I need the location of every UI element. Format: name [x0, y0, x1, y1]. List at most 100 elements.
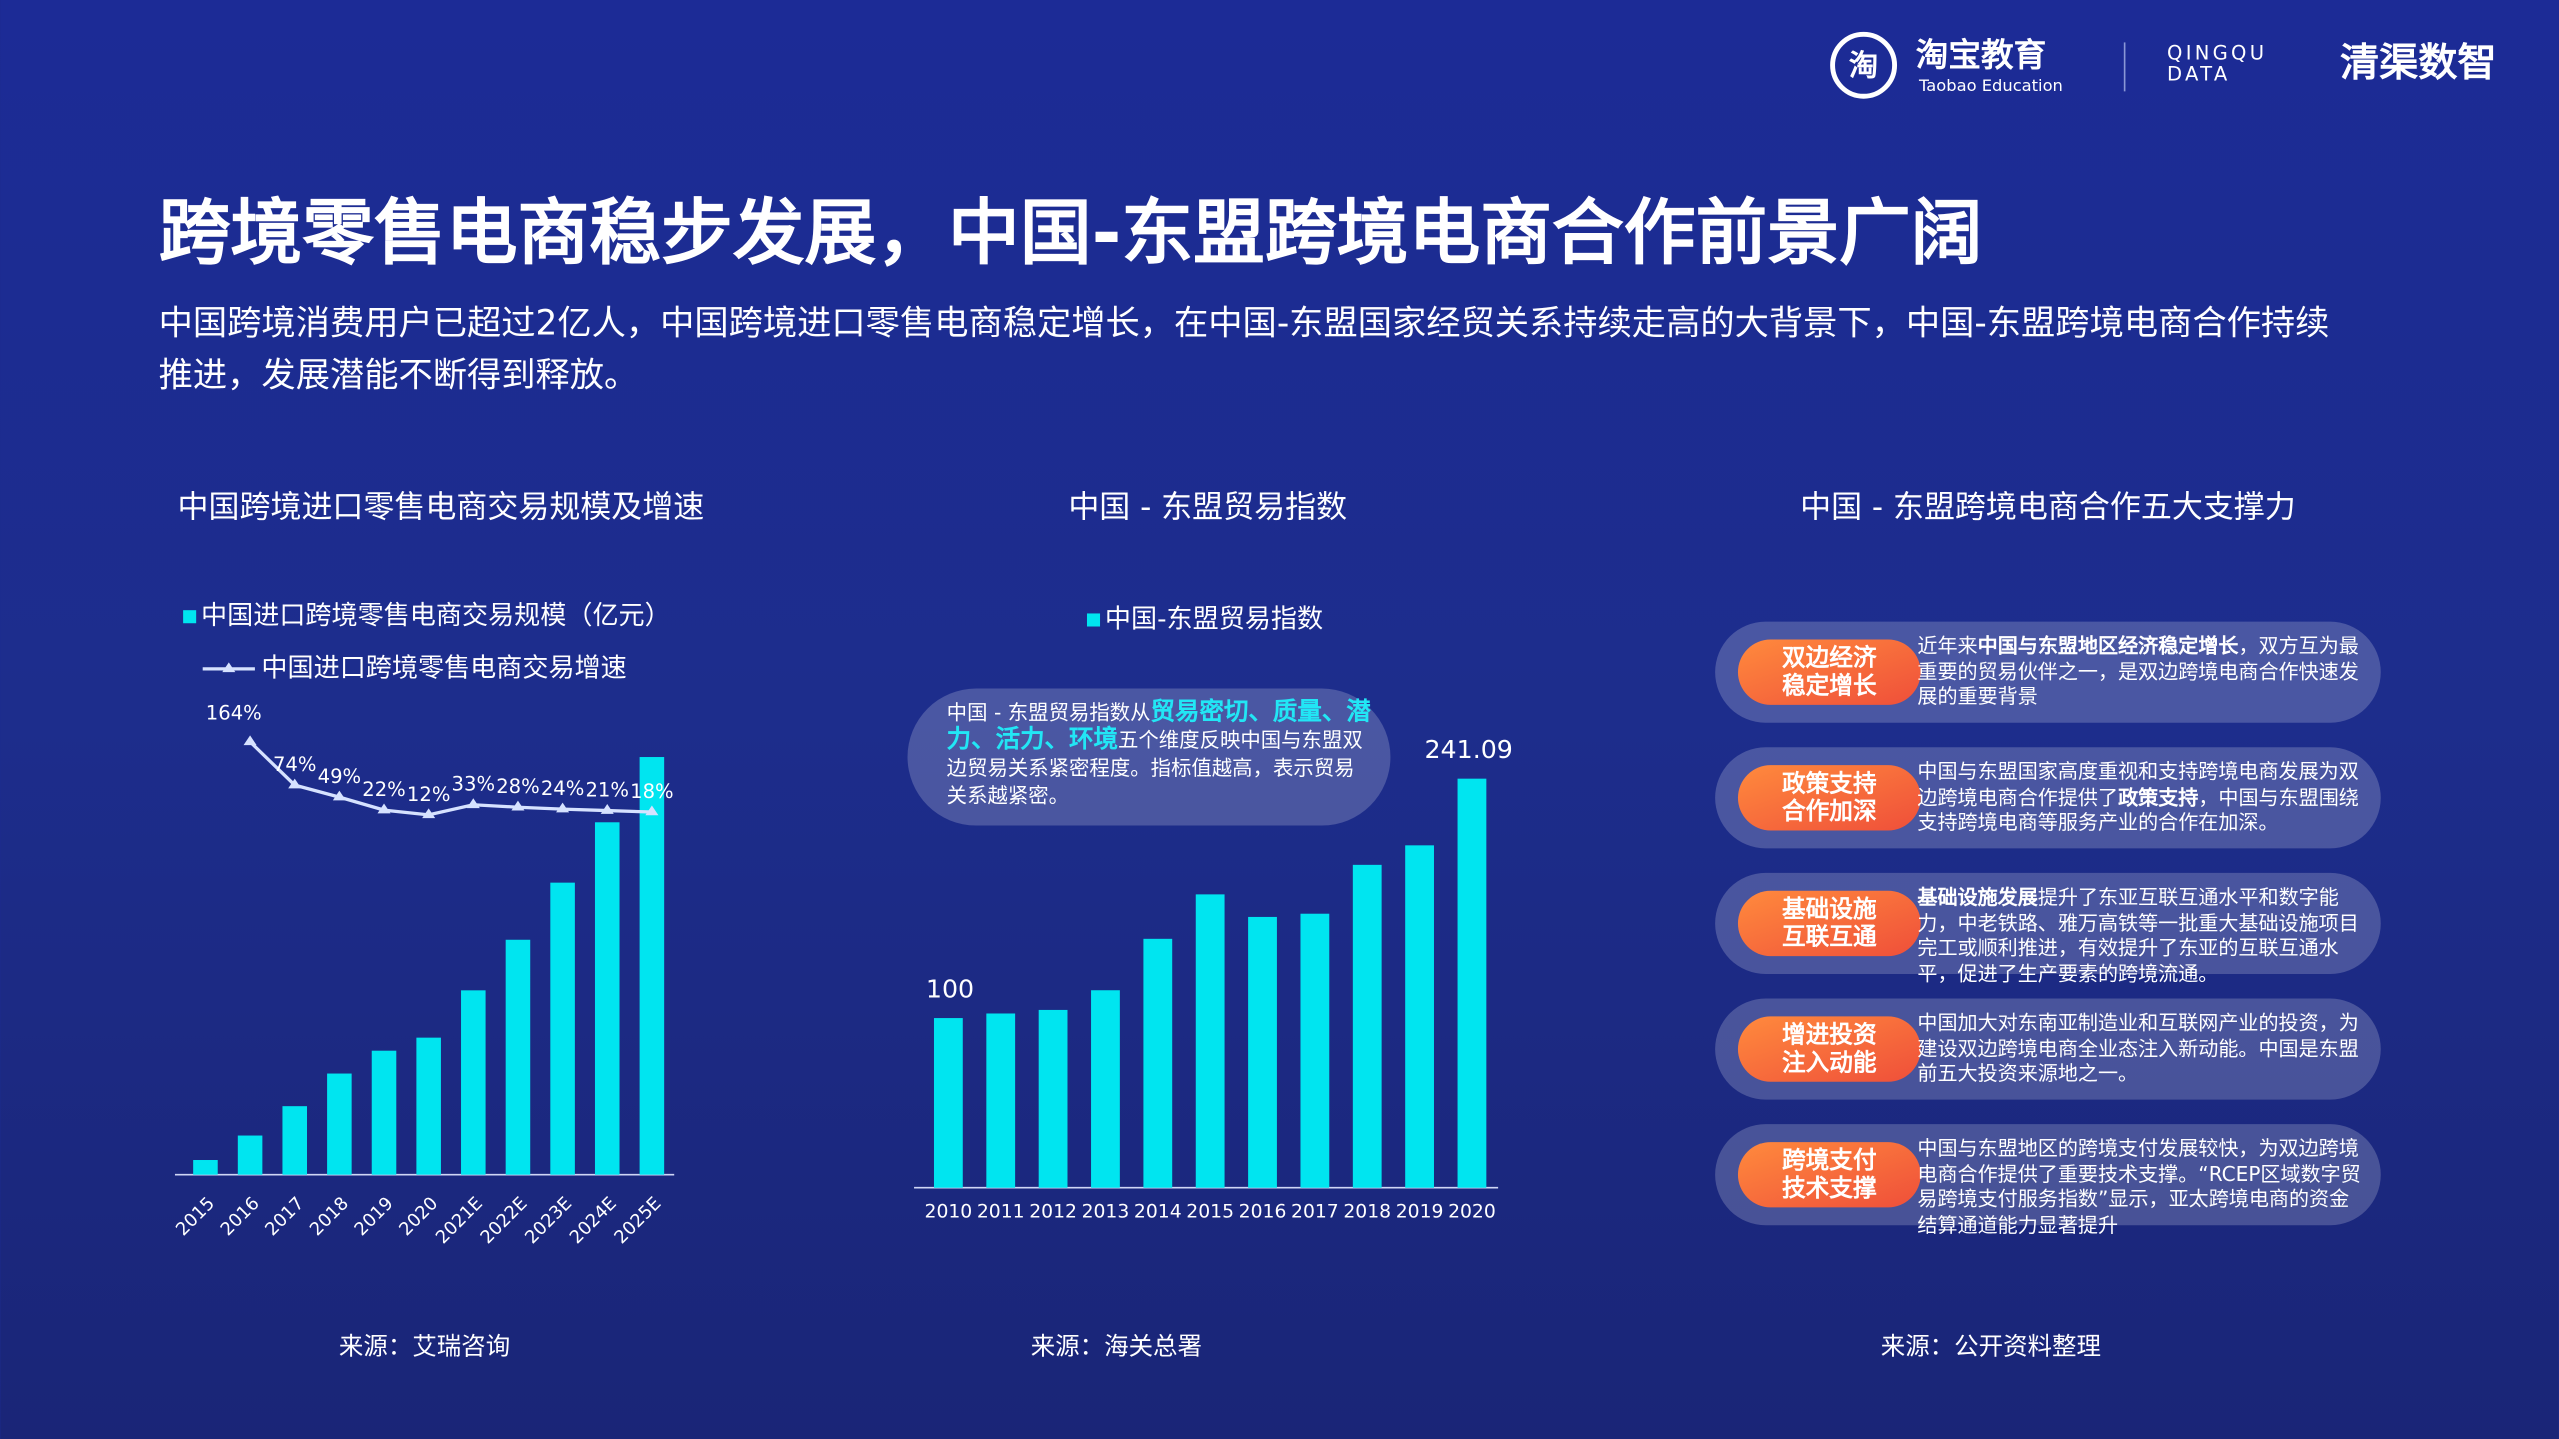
- subtitle-box: 中国跨境消费用户已超过2亿人，中国跨境进口零售电商稳定增长，在中国-东盟国家经贸…: [158, 303, 2330, 395]
- badge-label: 合作加深: [1782, 797, 1877, 825]
- source: 来源：海关总署: [1031, 1332, 1202, 1361]
- logo-en: Taobao Education: [1918, 76, 2063, 95]
- logo-ring: [1830, 31, 1898, 99]
- logo-cn: 淘宝教育: [1916, 36, 2047, 74]
- source: 来源：艾瑞咨询: [339, 1332, 510, 1361]
- badge-label: 互联互通: [1782, 923, 1877, 951]
- growth-marker: [288, 778, 302, 789]
- text: 中国与东盟国家高度重视和支持跨境电商发展为双边跨境电商合作提供了: [1917, 760, 2359, 809]
- data-label: 49%: [318, 765, 361, 788]
- legend-swatch: [183, 610, 197, 624]
- text: ，双方互为最重要的贸易伙伴之一，是双边跨境电商合作快速发展的重要背景: [1917, 634, 2359, 709]
- bar: [237, 1135, 263, 1175]
- x-tick-label: 2013: [1082, 1202, 1130, 1223]
- logo-icon: 淘: [1849, 48, 1878, 82]
- legend-label: 中国-东盟贸易指数: [1105, 604, 1323, 634]
- badge-label: 政策支持: [1782, 769, 1877, 797]
- growth-marker: [511, 800, 525, 811]
- growth-marker: [556, 802, 570, 813]
- text: 提升了东亚互联互通水平和数字能力，中老铁路、雅万高铁等一批重大基础设施项目完工或…: [1917, 885, 2359, 985]
- legend-label: 中国进口跨境零售电商交易规模（亿元）: [201, 601, 671, 631]
- x-tick-label: 2019: [1396, 1202, 1444, 1223]
- badge-label: 跨境支付: [1782, 1146, 1877, 1174]
- legend-swatch: [1086, 613, 1101, 627]
- panel-title: 中国跨境进口零售电商交易规模及增速: [178, 490, 705, 526]
- bar: [986, 1013, 1016, 1188]
- bar: [1195, 894, 1225, 1188]
- bar: [933, 1018, 963, 1188]
- growth-marker: [466, 798, 480, 809]
- bar: [327, 1073, 352, 1175]
- data-label: 241.09: [1424, 735, 1512, 764]
- title: 跨境零售电商稳步发展，中国-东盟跨境电商合作前景广阔: [159, 191, 1983, 275]
- legend-marker: [222, 662, 236, 673]
- partner-en: DATA: [2167, 63, 2230, 86]
- panel-title: 中国 - 东盟跨境电商合作五大支撑力: [1800, 490, 2296, 526]
- badge-label: 增进投资: [1782, 1021, 1877, 1049]
- growth-marker: [332, 790, 346, 801]
- growth-line: [248, 740, 652, 817]
- pillar-badge: [1737, 639, 1921, 705]
- x-tick-label: 2015: [1186, 1202, 1234, 1223]
- data-label: 12%: [407, 783, 450, 806]
- data-label: 100: [926, 974, 974, 1003]
- pillar-text: 基础设施发展提升了东亚互联互通水平和数字能力，中老铁路、雅万高铁等一批重大基础设…: [1917, 886, 2361, 987]
- pillar-text: 中国与东盟地区的跨境支付发展较快，为双边跨境电商合作提供了重要技术支撑。“RCE…: [1917, 1137, 2361, 1238]
- pillar-text: 近年来中国与东盟地区经济稳定增长，双方互为最重要的贸易伙伴之一，是双边跨境电商合…: [1917, 635, 2361, 711]
- growth-marker: [377, 803, 391, 814]
- strong-text: 中国与东盟地区经济稳定增长: [1977, 634, 2239, 658]
- annotation-box: 中国 - 东盟贸易指数从贸易密切、质量、潜力、活力、环境五个维度反映中国与东盟双…: [947, 698, 1374, 809]
- pillar-text: 中国加大对东南亚制造业和互联网产业的投资，为建设双边跨境电商全业态注入新动能。中…: [1917, 1012, 2361, 1088]
- badge-label: 技术支撑: [1782, 1174, 1877, 1202]
- x-tick-label: 2012: [1029, 1202, 1077, 1223]
- bar: [1352, 864, 1382, 1188]
- bar: [416, 1037, 441, 1175]
- growth-marker: [645, 805, 659, 816]
- strong-text: 基础设施发展: [1917, 885, 2038, 909]
- x-tick-label: 2018: [1343, 1202, 1391, 1223]
- bar: [1038, 1009, 1068, 1188]
- badge-label: 注入动能: [1782, 1048, 1877, 1076]
- pillar-text-box: 中国与东盟地区的跨境支付发展较快，为双边跨境电商合作提供了重要技术支撑。“RCE…: [1917, 1137, 2361, 1238]
- data-label: 74%: [273, 753, 316, 776]
- pillar-text: 中国与东盟国家高度重视和支持跨境电商发展为双边跨境电商合作提供了政策支持，中国与…: [1917, 760, 2361, 836]
- bar: [371, 1050, 397, 1175]
- growth-marker: [600, 804, 614, 814]
- source: 来源：公开资料整理: [1881, 1332, 2101, 1361]
- x-tick-label: 2014: [1134, 1202, 1182, 1223]
- data-label: 33%: [452, 773, 495, 796]
- badge-label: 稳定增长: [1782, 671, 1877, 699]
- bar: [193, 1160, 218, 1175]
- x-tick-label: 2020: [1448, 1202, 1496, 1223]
- growth-marker: [243, 735, 257, 746]
- x-tick-label: 2010: [925, 1202, 973, 1223]
- bar: [1300, 913, 1330, 1188]
- bar: [461, 990, 486, 1175]
- bar: [1405, 845, 1434, 1188]
- x-tick-label: 2011: [977, 1202, 1025, 1223]
- data-label: 22%: [362, 778, 405, 801]
- strong-text: 贸易密切、质量、潜力、活力、环境: [946, 698, 1371, 754]
- subtitle: 中国跨境消费用户已超过2亿人，中国跨境进口零售电商稳定增长，在中国-东盟国家经贸…: [158, 303, 2330, 395]
- bar: [1457, 778, 1487, 1188]
- data-label: 18%: [630, 780, 673, 803]
- text: 中国与东盟地区的跨境支付发展较快，为双边跨境电商合作提供了重要技术支撑。“RCE…: [1917, 1137, 2361, 1236]
- annotation: 中国 - 东盟贸易指数从贸易密切、质量、潜力、活力、环境五个维度反映中国与东盟双…: [947, 698, 1374, 809]
- pillar-text-box: 基础设施发展提升了东亚互联互通水平和数字能力，中老铁路、雅万高铁等一批重大基础设…: [1917, 886, 2361, 987]
- bar: [1143, 938, 1173, 1188]
- text: 五个维度反映中国与东盟双边贸易关系紧密程度。指标值越高，表示贸易关系越紧密。: [946, 727, 1363, 808]
- annotation-bubble: [907, 688, 1391, 826]
- badge-label: 基础设施: [1782, 895, 1877, 923]
- pillar-badge: [1737, 765, 1921, 831]
- bar: [282, 1106, 308, 1175]
- text: 中国 - 东盟贸易指数从: [946, 699, 1151, 725]
- bar: [550, 882, 575, 1175]
- pillar-badge: [1737, 1016, 1921, 1082]
- bar: [639, 757, 665, 1175]
- panel-title: 中国 - 东盟贸易指数: [1068, 490, 1347, 526]
- text: 中国加大对东南亚制造业和互联网产业的投资，为建设双边跨境电商全业态注入新动能。中…: [1917, 1011, 2359, 1085]
- partner-en: QINGQU: [2167, 41, 2267, 64]
- growth-marker: [422, 808, 436, 819]
